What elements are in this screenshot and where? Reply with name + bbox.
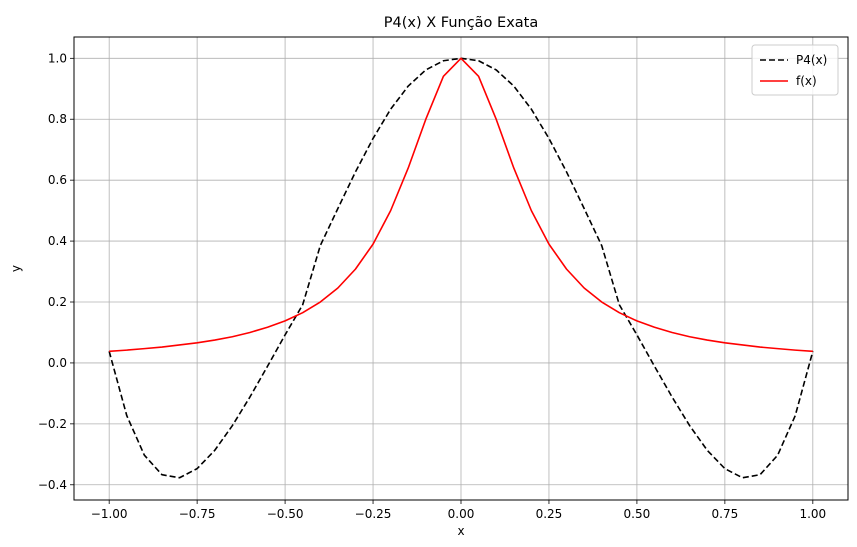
series-line-2 xyxy=(109,57,813,353)
legend-box xyxy=(751,44,839,96)
legend-entry-label: P4(x) xyxy=(796,53,827,67)
x-tick-label: 0.25 xyxy=(536,507,563,521)
x-tick-label: −0.50 xyxy=(267,507,304,521)
y-tick-label: 0.6 xyxy=(48,173,67,187)
ticks: −1.00 −0.75 −0.50 −0.25 0.00 0.25 0.50 0.75 1.00… xyxy=(38,51,826,521)
chart-title: P4(x) X Função Exata xyxy=(384,15,538,31)
legend: P4(x) f(x) xyxy=(751,44,839,96)
y-tick-label: 1.0 xyxy=(48,51,67,65)
x-axis-label: x xyxy=(457,524,464,538)
series-layer xyxy=(108,57,814,479)
x-tick-label: 0.50 xyxy=(624,507,651,521)
legend-entry-label: f(x) xyxy=(796,74,817,88)
x-tick-label: 0.75 xyxy=(712,507,739,521)
x-tick-label: 1.00 xyxy=(799,507,826,521)
y-tick-label: 0.8 xyxy=(48,112,67,126)
x-tick-label: −0.25 xyxy=(355,507,392,521)
y-axis-label: y xyxy=(9,265,23,272)
y-tick-label: −0.2 xyxy=(38,417,67,431)
y-tick-label: 0.0 xyxy=(48,356,67,370)
y-tick-label: −0.4 xyxy=(38,478,67,492)
x-tick-label: −1.00 xyxy=(91,507,128,521)
y-tick-label: 0.2 xyxy=(48,295,67,309)
x-tick-label: −0.75 xyxy=(179,507,216,521)
x-tick-label: 0.00 xyxy=(448,507,475,521)
y-tick-label: 0.4 xyxy=(48,234,67,248)
